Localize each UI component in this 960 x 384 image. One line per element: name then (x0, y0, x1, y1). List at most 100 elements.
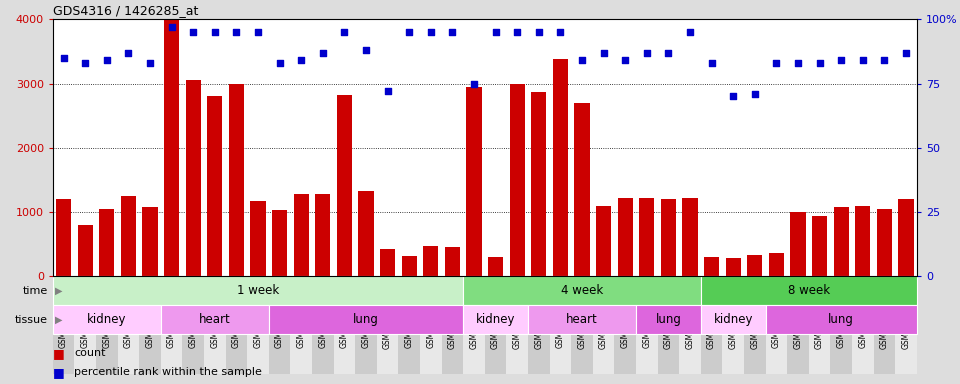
Bar (464, 276, 485, 374)
Text: GSM949121: GSM949121 (189, 302, 198, 348)
Bar (747, 255, 762, 276)
Text: GSM949145: GSM949145 (708, 302, 716, 349)
Bar (464, 276, 701, 305)
Text: GSM949149: GSM949149 (794, 302, 803, 349)
Bar (398, 276, 420, 374)
Text: GSM949136: GSM949136 (513, 302, 521, 349)
Bar (553, 59, 568, 276)
Bar (420, 276, 442, 374)
Text: GSM949139: GSM949139 (578, 302, 587, 349)
Bar (571, 276, 593, 374)
Point (228, 29, 244, 35)
Bar (766, 276, 787, 374)
Point (121, 50, 136, 56)
Text: tissue: tissue (15, 314, 48, 325)
Bar (769, 253, 784, 276)
Bar (812, 216, 828, 276)
Text: ■: ■ (53, 347, 68, 360)
Point (142, 60, 157, 66)
Text: GSM949137: GSM949137 (535, 302, 543, 349)
Text: GSM949141: GSM949141 (621, 302, 630, 349)
Bar (744, 276, 766, 374)
Text: GSM949115: GSM949115 (60, 302, 68, 349)
Text: GSM949124: GSM949124 (253, 302, 262, 349)
Bar (701, 305, 766, 334)
Point (747, 91, 762, 97)
Bar (528, 276, 550, 374)
Bar (510, 84, 525, 276)
Point (337, 29, 352, 35)
Point (272, 60, 287, 66)
Point (401, 29, 417, 35)
Text: GSM949138: GSM949138 (556, 302, 564, 349)
Text: kidney: kidney (476, 313, 516, 326)
Bar (139, 276, 161, 374)
Bar (639, 198, 655, 276)
Bar (423, 246, 439, 276)
Text: count: count (74, 348, 106, 358)
Point (769, 60, 784, 66)
Point (164, 24, 180, 30)
Text: GSM949144: GSM949144 (685, 302, 694, 349)
Text: GSM949129: GSM949129 (362, 302, 371, 349)
Bar (204, 276, 226, 374)
Point (294, 57, 309, 63)
Bar (507, 276, 528, 374)
Bar (704, 257, 719, 276)
Text: kidney: kidney (87, 313, 127, 326)
Text: GSM949148: GSM949148 (772, 302, 780, 349)
Point (444, 29, 460, 35)
Bar (787, 276, 809, 374)
Bar (593, 276, 614, 374)
Point (358, 47, 373, 53)
Bar (442, 276, 464, 374)
Text: GSM949119: GSM949119 (146, 302, 155, 349)
Point (596, 50, 612, 56)
Bar (312, 276, 334, 374)
Bar (99, 209, 114, 276)
Text: GSM949152: GSM949152 (858, 302, 867, 349)
Point (531, 29, 546, 35)
Text: GDS4316 / 1426285_at: GDS4316 / 1426285_at (53, 3, 198, 17)
Bar (874, 276, 896, 374)
Bar (574, 103, 589, 276)
Bar (377, 276, 398, 374)
Text: GSM949131: GSM949131 (405, 302, 414, 349)
Bar (683, 198, 698, 276)
Text: heart: heart (199, 313, 230, 326)
Bar (617, 198, 633, 276)
Bar (380, 249, 396, 276)
Text: ▶: ▶ (55, 286, 62, 296)
Point (683, 29, 698, 35)
Point (790, 60, 805, 66)
Bar (161, 305, 269, 334)
Text: lung: lung (828, 313, 854, 326)
Text: GSM949135: GSM949135 (492, 302, 500, 349)
Bar (161, 276, 182, 374)
Bar (701, 276, 723, 374)
Bar (251, 200, 266, 276)
Bar (660, 199, 676, 276)
Text: percentile rank within the sample: percentile rank within the sample (74, 367, 262, 377)
Bar (790, 212, 805, 276)
Bar (226, 276, 248, 374)
Text: GSM949117: GSM949117 (103, 302, 111, 349)
Bar (269, 305, 464, 334)
Text: GSM949142: GSM949142 (642, 302, 651, 349)
Point (423, 29, 439, 35)
Text: GSM949122: GSM949122 (210, 302, 219, 348)
Bar (291, 276, 312, 374)
Point (617, 57, 633, 63)
Text: GSM949134: GSM949134 (469, 302, 478, 349)
Text: time: time (23, 286, 48, 296)
Point (99, 57, 114, 63)
Bar (809, 276, 830, 374)
Text: GSM949128: GSM949128 (340, 302, 348, 348)
Bar (614, 276, 636, 374)
Text: 1 week: 1 week (237, 285, 279, 297)
Text: GSM949153: GSM949153 (880, 302, 889, 349)
Bar (164, 19, 180, 276)
Bar (182, 276, 204, 374)
Point (855, 57, 871, 63)
Bar (833, 207, 849, 276)
